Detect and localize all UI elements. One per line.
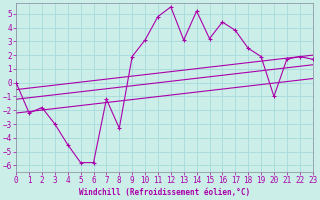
X-axis label: Windchill (Refroidissement éolien,°C): Windchill (Refroidissement éolien,°C) — [79, 188, 250, 197]
